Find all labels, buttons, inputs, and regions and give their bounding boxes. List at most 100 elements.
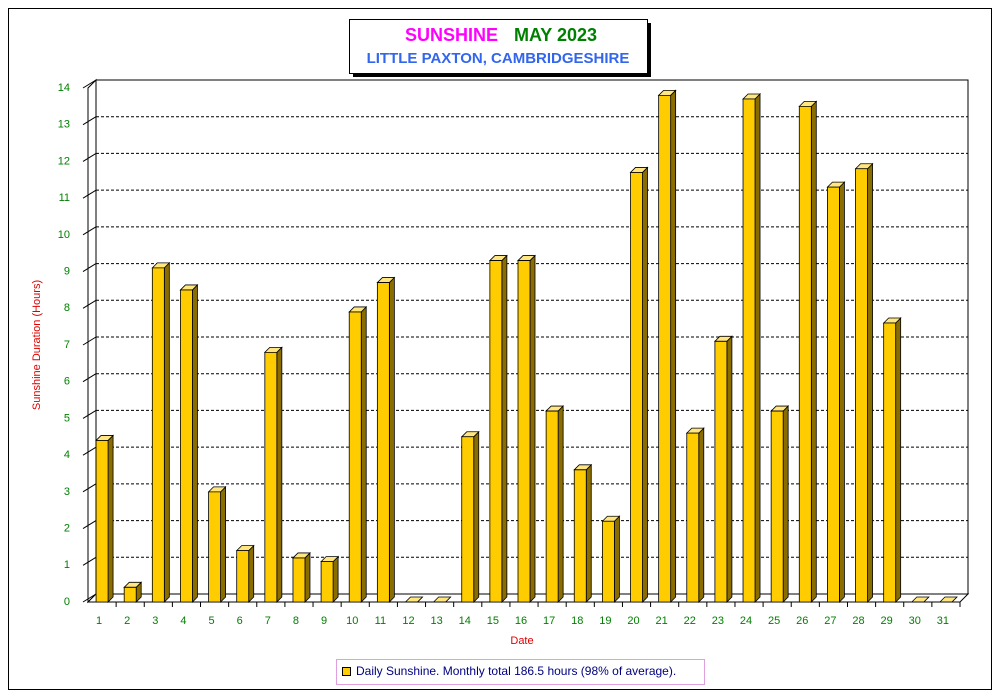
bar-front [686, 432, 700, 603]
x-tick-label: 30 [909, 615, 921, 627]
x-tick-label: 2 [124, 615, 130, 627]
bar-side [895, 317, 902, 603]
x-tick-label: 4 [180, 615, 186, 627]
x-tick-label: 26 [796, 615, 808, 627]
bar-front [292, 557, 306, 603]
x-tick-label: 25 [768, 615, 780, 627]
bar-front [770, 410, 784, 603]
bar-front [798, 105, 812, 603]
x-tick-label: 24 [740, 615, 752, 627]
y-tick-label: 13 [58, 119, 70, 131]
bar-side [726, 335, 733, 603]
x-tick-label: 10 [346, 615, 358, 627]
bar [517, 254, 536, 603]
y-tick-label: 9 [64, 265, 70, 277]
x-tick-label: 17 [543, 615, 555, 627]
bar-side [754, 93, 761, 603]
y-tick-label: 11 [59, 192, 70, 204]
x-tick-label: 31 [937, 615, 949, 627]
bar-side [810, 100, 817, 603]
bar-front [517, 260, 531, 603]
bar-side [360, 305, 367, 603]
x-tick-label: 5 [209, 615, 215, 627]
title-part: MAY 2023 [514, 25, 597, 45]
x-tick-label: 20 [627, 615, 639, 627]
bar-front [461, 436, 475, 603]
bar-side [304, 551, 311, 603]
bar [95, 434, 115, 603]
bar [207, 485, 227, 603]
x-axis-label: Date [510, 635, 533, 647]
bar-side [557, 405, 564, 603]
bar-side [332, 555, 339, 603]
bar [657, 89, 677, 603]
x-tick-label: 6 [237, 615, 243, 627]
y-tick-label: 10 [58, 229, 70, 241]
bar-front [658, 94, 672, 603]
y-tick [82, 336, 97, 346]
bar [629, 166, 649, 603]
y-tick [82, 263, 97, 272]
y-tick-label: 3 [64, 486, 70, 498]
bar [742, 93, 761, 603]
x-tick-label: 21 [656, 615, 668, 627]
y-tick [82, 79, 97, 89]
x-tick-label: 27 [824, 615, 836, 627]
bar-front [883, 322, 897, 603]
x-tick-label: 3 [152, 615, 158, 627]
bar-front [855, 168, 868, 603]
bar [151, 261, 171, 603]
bar [488, 254, 508, 603]
bar-side [473, 430, 480, 603]
bar-front [545, 410, 559, 603]
bar-side [192, 283, 198, 603]
y-tick [82, 593, 97, 603]
y-tick-label: 5 [64, 412, 70, 424]
y-tick [82, 299, 97, 309]
y-tick-label: 0 [64, 596, 70, 608]
bar-front [630, 172, 643, 603]
x-tick-label: 19 [599, 615, 611, 627]
bar [882, 317, 902, 603]
bar-front [573, 469, 587, 603]
bar-side [529, 254, 536, 603]
x-tick-label: 29 [881, 615, 893, 627]
y-tick-label: 6 [64, 376, 70, 388]
x-tick-label: 28 [852, 615, 864, 627]
bar-front [348, 311, 362, 603]
bar-side [501, 254, 508, 603]
y-tick [82, 116, 97, 126]
bar [713, 335, 733, 603]
bar-front [489, 260, 503, 603]
bar [798, 100, 818, 603]
frame [8, 8, 992, 690]
legend-swatch [342, 667, 351, 676]
bar-front [376, 282, 390, 603]
bar [685, 427, 705, 603]
x-tick-label: 8 [293, 615, 299, 627]
bar [826, 181, 846, 603]
x-tick-label: 23 [712, 615, 724, 627]
y-axis-label: Sunshine Duration (Hours) [31, 280, 43, 410]
bar [854, 162, 874, 603]
bar [573, 463, 593, 603]
y-tick [82, 153, 97, 162]
bar-side [670, 89, 677, 603]
bar-side [248, 544, 255, 603]
x-tick-label: 1 [96, 615, 102, 627]
x-tick-label: 22 [684, 615, 696, 627]
y-tick-label: 8 [64, 302, 70, 314]
x-tick-label: 15 [487, 615, 499, 627]
bar-side [276, 346, 283, 603]
y-tick [82, 556, 97, 566]
y-tick [82, 189, 97, 199]
x-tick-label: 9 [321, 615, 327, 627]
bar [292, 551, 311, 603]
bar-side [782, 405, 789, 603]
bar-front [320, 561, 334, 603]
chart-title: SUNSHINE MAY 2023 [405, 25, 597, 45]
bar-side [642, 166, 648, 603]
bar [320, 555, 340, 603]
bar [404, 596, 424, 603]
